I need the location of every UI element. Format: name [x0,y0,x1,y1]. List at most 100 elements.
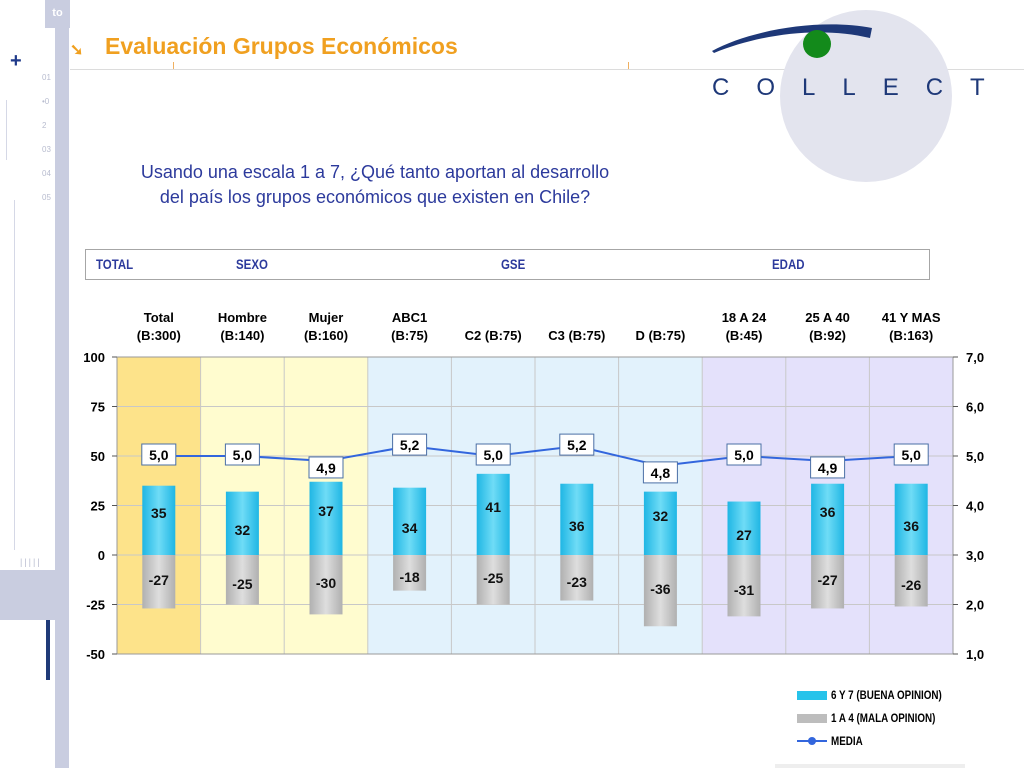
bar-value-label: -31 [734,582,754,598]
media-label-box [559,433,595,456]
y2-tick-label: 3,0 [966,548,984,563]
sidebar-top-label: to [45,0,70,28]
bar-buena-opinion [393,487,427,555]
legend-label: MEDIA [831,734,863,748]
bar-mala-opinion [393,555,427,591]
bar-buena-opinion [560,483,594,555]
sidebar-divider [14,200,15,550]
bar-value-label: -23 [567,574,587,590]
y2-tick-label: 4,0 [966,499,984,514]
category-label: (B:92) [809,328,846,343]
bar-value-label: -25 [232,576,252,592]
bar-buena-opinion [309,481,343,555]
media-label-box [810,456,846,479]
media-value-label: 5,2 [567,437,587,453]
page-title: Evaluación Grupos Económicos [105,33,458,59]
group-label-gse: GSE [501,256,526,272]
media-value-label: 5,0 [483,447,503,463]
bar-value-label: 34 [402,520,418,536]
bar-mala-opinion [309,555,343,615]
bar-value-label: -26 [901,577,921,593]
category-label: Hombre [218,310,267,325]
legend-dot [808,737,816,745]
question-line-1: Usando una escala 1 a 7, ¿Qué tanto apor… [140,162,610,182]
bar-value-label: -27 [149,572,169,588]
category-label: (B:300) [137,328,181,343]
category-label: 18 A 24 [722,310,767,325]
bar-buena-opinion [225,491,259,555]
media-value-label: 4,8 [651,465,671,481]
header-tick [628,62,629,69]
bar-buena-opinion [894,483,928,555]
bar-value-label: 27 [736,527,752,543]
sidebar-number: •0 [42,97,50,106]
group-label-sexo: SEXO [236,256,268,272]
sidebar-numbers: 01 •0 2 03 04 05 [42,66,51,210]
media-value-label: 5,0 [734,447,754,463]
y2-tick-label: 6,0 [966,400,984,415]
media-label-box [642,461,678,484]
sidebar-number: 05 [42,193,51,202]
bar-value-label: -30 [316,575,336,591]
bar-value-label: 37 [318,503,334,519]
media-label-box [475,443,511,466]
legend-swatch [797,714,827,723]
media-label-box [726,443,762,466]
bar-mala-opinion [727,555,761,617]
footer-line [775,764,965,768]
bar-value-label: 35 [151,505,167,521]
left-sidebar: to + 01 •0 2 03 04 05 ||||| [0,0,70,768]
y2-tick-label: 2,0 [966,598,984,613]
media-label-box [141,443,177,466]
category-label: (B:163) [889,328,933,343]
category-label: (B:160) [304,328,348,343]
header-tick [173,62,174,69]
y2-tick-label: 7,0 [966,350,984,365]
category-label: C2 (B:75) [465,328,522,343]
category-label: D (B:75) [635,328,685,343]
media-label-box [893,443,929,466]
media-value-label: 5,0 [233,447,253,463]
bar-buena-opinion [643,491,677,555]
legend-label: 1 A 4 (MALA OPINION) [831,711,936,725]
category-label: (B:45) [726,328,763,343]
survey-question: Usando una escala 1 a 7, ¿Qué tanto apor… [70,160,680,210]
y2-tick-label: 1,0 [966,647,984,662]
category-label: Mujer [309,310,344,325]
sidebar-number: 04 [42,169,51,178]
media-label-box [392,433,428,456]
arrow-icon: ➘ [70,42,84,59]
y-tick-label: 100 [83,350,105,365]
bar-buena-opinion [476,473,510,555]
media-label-box [224,443,260,466]
media-value-label: 5,0 [149,447,169,463]
sidebar-ticks: ||||| [20,557,42,567]
media-value-label: 4,9 [316,460,336,476]
category-label: ABC1 [392,310,427,325]
sidebar-number: 03 [42,145,51,154]
category-label: (B:75) [391,328,428,343]
bar-value-label: 32 [653,508,669,524]
bar-value-label: 36 [569,518,585,534]
bar-value-label: 36 [820,504,836,520]
bar-mala-opinion [894,555,928,607]
bar-mala-opinion [476,555,510,605]
sidebar-number: 2 [42,121,47,130]
bar-mala-opinion [811,555,845,609]
media-value-label: 5,2 [400,437,420,453]
y-tick-label: 75 [91,400,105,415]
y-tick-label: -50 [86,647,105,662]
bar-buena-opinion [727,501,761,555]
sidebar-number: 01 [42,73,51,82]
media-label-box [308,456,344,479]
bar-value-label: 36 [903,518,919,534]
category-label: Total [144,310,174,325]
legend-label: 6 Y 7 (BUENA OPINION) [831,688,942,702]
bar-mala-opinion [225,555,259,605]
sidebar-accent-bar [46,620,50,680]
bar-value-label: -36 [650,581,670,597]
group-label-total: TOTAL [96,256,134,272]
group-header-box [85,249,930,280]
bar-buena-opinion [811,483,845,555]
